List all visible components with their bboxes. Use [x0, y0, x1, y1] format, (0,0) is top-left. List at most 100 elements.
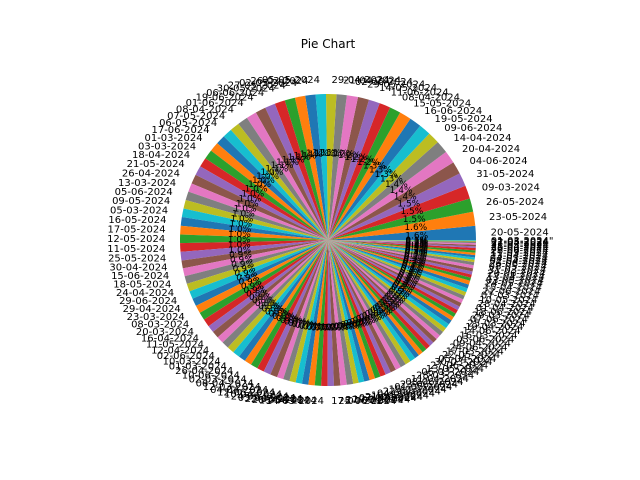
pie-slice — [321, 240, 328, 386]
pie-slice — [277, 240, 328, 380]
pie-slice — [185, 191, 328, 240]
pie-slice — [208, 240, 328, 332]
pie-slice — [191, 174, 328, 240]
slice-label: 23-05-2024 — [489, 212, 547, 223]
slice-percent-label: 1.0% — [256, 172, 279, 182]
slice-percent-label: 0.6% — [350, 317, 373, 327]
slice-percent-label: 0.9% — [229, 251, 252, 261]
slice-percent-label: 1.1% — [306, 149, 329, 159]
pie-slice — [180, 217, 328, 240]
slice-label: 04-05-2024 — [377, 389, 435, 400]
pie-slice — [217, 240, 328, 343]
slice-percent-label: 0.3% — [403, 254, 426, 264]
slice-percent-label: 0.5% — [385, 292, 408, 302]
slice-label: 11-03-2024 — [490, 248, 548, 259]
slice-label: 31-03-2024 — [488, 265, 546, 276]
pie-slice — [180, 240, 328, 252]
pie-slice — [328, 240, 460, 311]
slice-label: 03-03-2024 — [138, 141, 196, 152]
pie-slice — [328, 240, 474, 269]
slice-percent-label: 0.8% — [255, 299, 278, 309]
slice-percent-label: 0.8% — [252, 296, 275, 306]
slice-percent-label: 0.1% — [405, 237, 428, 247]
pie-slice — [180, 225, 328, 240]
slice-label: 31-05-2024 — [476, 169, 534, 180]
pie-slice — [328, 240, 476, 253]
slice-label: 10-03-2024 — [163, 356, 221, 367]
slice-label: 17-04-2024 — [331, 396, 389, 407]
slice-label: 02-04-2024 — [490, 256, 548, 267]
slice-label: 06-03-2024 — [421, 367, 479, 378]
slice-label: 08-03-2024 — [131, 319, 189, 330]
slice-percent-label: 0.9% — [238, 278, 261, 288]
pie-slice — [328, 240, 465, 300]
pie-slice — [328, 225, 476, 240]
pie-slice — [328, 240, 396, 373]
slice-label: 28-05-2024 — [252, 395, 310, 406]
slice-percent-label: 1.0% — [234, 205, 257, 215]
pie-slice — [315, 94, 328, 240]
pie-slice — [328, 240, 471, 285]
slice-percent-label: 1.0% — [228, 230, 251, 240]
pie-slice — [328, 240, 416, 362]
pie-slice — [314, 240, 328, 386]
pie-slice — [328, 240, 447, 332]
slice-label: 30-04-2024 — [109, 263, 167, 274]
slice-label: 24-04-2024 — [116, 288, 174, 299]
slice-label: 19-03-2024 — [352, 394, 410, 405]
slice-percent-label: 0.8% — [280, 316, 303, 326]
slice-percent-label: 0.4% — [398, 271, 421, 281]
pie-slice — [328, 240, 452, 325]
slice-percent-label: 0.2% — [405, 240, 428, 250]
slice-percent-label: 0.3% — [405, 244, 428, 254]
slice-label: 19-06-2024 — [196, 93, 254, 104]
slice-label: 25-06-2024 — [338, 396, 396, 407]
slice-percent-label: 0.4% — [395, 277, 418, 287]
pie-slice — [328, 240, 427, 353]
slice-percent-label: 1.3% — [375, 170, 398, 180]
slice-label: 29-04-2024 — [332, 75, 390, 86]
slice-label: 03-06-2024 — [456, 335, 514, 346]
slice-label: 15-05-2024 — [413, 99, 471, 110]
slice-label: 29-03-2024 — [472, 311, 530, 322]
slice-percent-label: 0.2% — [405, 239, 428, 249]
slice-label: 07-03-2024 — [481, 291, 539, 302]
slice-label: 01-04-2024 — [476, 303, 534, 314]
slice-percent-label: 0.3% — [403, 258, 426, 268]
pie-slice — [328, 112, 411, 240]
slice-label: 20-06-2024 — [487, 269, 545, 280]
slice-percent-label: 1.1% — [265, 165, 288, 175]
slice-label: 22-04-2024 — [383, 387, 441, 398]
slice-label: 09-06-2024 — [444, 123, 502, 134]
slice-percent-label: 0.4% — [401, 264, 424, 274]
slice-percent-label: 1.0% — [245, 185, 268, 195]
slice-label: 09-03-2024 — [482, 183, 540, 194]
pie-slice — [328, 240, 476, 258]
slice-label: 24-05-2024 — [485, 279, 543, 290]
slice-percent-label: 1.0% — [252, 176, 275, 186]
pie-slice — [328, 240, 354, 385]
slice-label: 06-06-2024 — [206, 88, 264, 99]
slice-percent-label: 0.9% — [243, 286, 266, 296]
pie-slice — [328, 240, 386, 377]
slice-percent-label: 0.5% — [381, 297, 404, 307]
slice-percent-label: 0.4% — [397, 273, 420, 283]
slice-percent-label: 0.7% — [295, 321, 318, 331]
slice-label: 05-03-2024 — [110, 206, 168, 217]
slice-label: 14-03-2024 — [266, 396, 324, 407]
slice-percent-label: 1.0% — [229, 220, 252, 230]
slice-percent-label: 0.3% — [404, 250, 427, 260]
slice-label: 23-04-2024 — [490, 251, 548, 262]
slice-labels: 20-05-2024 23-05-2024 26-05-2024 09-03-2024… — [107, 75, 553, 407]
slice-percent-label: 1.1% — [300, 150, 323, 160]
slice-percent-label: 1.3% — [380, 175, 403, 185]
pie-slice — [328, 99, 380, 240]
pie-slice — [328, 240, 440, 340]
slice-percent-label: 1.2% — [331, 150, 354, 160]
slice-label: 12-03-2024 — [203, 382, 261, 393]
pie-slice — [328, 142, 447, 240]
slice-label: 18-06-2024 — [474, 307, 532, 318]
slice-percent-label: 1.0% — [238, 194, 261, 204]
pie-slice — [251, 240, 328, 369]
slice-percent-label: 0.6% — [340, 321, 363, 331]
